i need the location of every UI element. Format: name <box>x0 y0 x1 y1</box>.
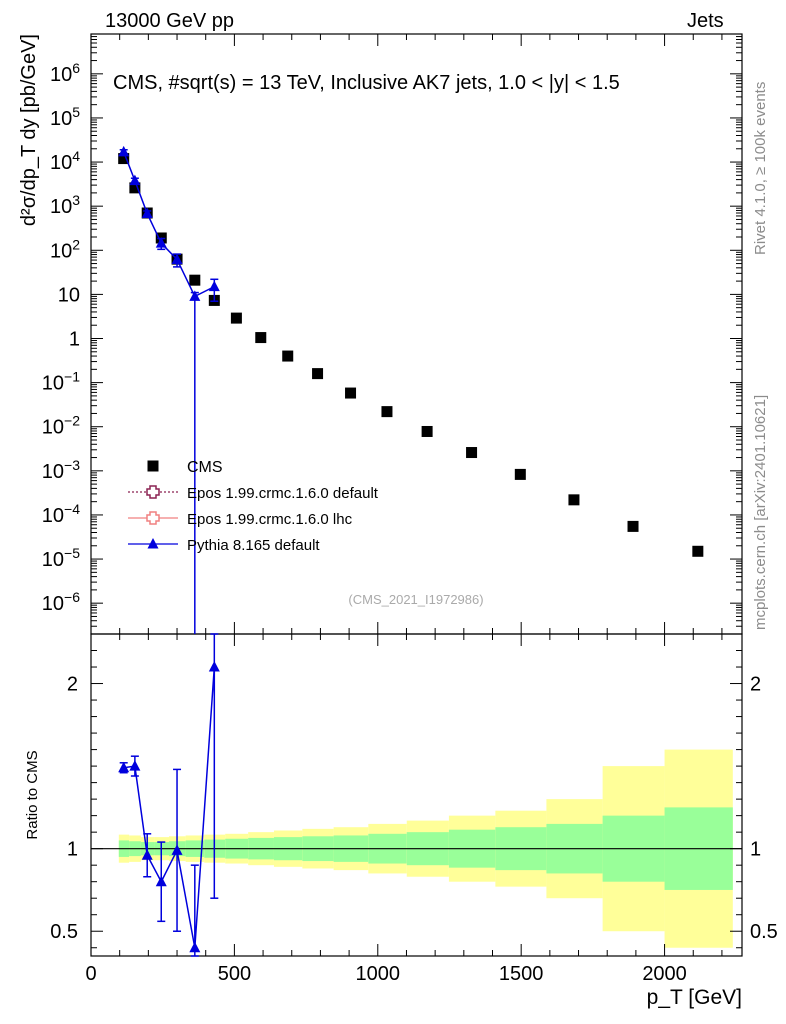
pythia-ratio-point <box>129 760 141 771</box>
pythia-ratio-point <box>141 849 153 860</box>
ratio-tick-label-left: 0.5 <box>50 921 78 943</box>
y-tick-label: 1 <box>69 329 80 351</box>
header-right: Jets <box>687 10 724 32</box>
y-tick-label: 10−2 <box>42 413 80 439</box>
x-axis-title: p_T [GeV] <box>647 986 742 1009</box>
pythia-ratio-point <box>118 761 130 773</box>
ratio-tick-label-right: 0.5 <box>750 921 778 943</box>
pythia-ratio-point <box>189 941 201 953</box>
pythia-point <box>208 280 220 292</box>
ratio-tick-label-left: 2 <box>67 674 78 696</box>
cms-point <box>466 447 478 459</box>
y-tick-label: 105 <box>50 104 80 130</box>
cms-point <box>129 182 141 194</box>
legend-marker-cms <box>147 460 159 472</box>
pythia-point <box>141 207 153 219</box>
ratio-frame <box>90 633 743 957</box>
cms-point <box>345 387 357 399</box>
cms-point <box>189 274 201 286</box>
cms-point <box>514 468 526 480</box>
legend-marker-epos <box>146 511 160 525</box>
ratio-tick-label-left: 1 <box>67 839 78 861</box>
cms-point <box>627 520 639 532</box>
pythia-ratio-line <box>123 666 216 948</box>
header-left: 13000 GeV pp <box>105 10 234 32</box>
y-tick-label: 10−4 <box>42 501 80 527</box>
y-axis-title: d²σ/dp_T dy [pb/GeV] <box>18 34 40 226</box>
pythia-point <box>118 145 130 157</box>
y-tick-label: 10−5 <box>42 545 80 571</box>
y-tick-label: 106 <box>50 60 80 86</box>
cms-point <box>282 350 294 362</box>
y-tick-label: 10−1 <box>42 369 80 395</box>
legend-marker-pythia <box>147 538 159 549</box>
pythia-line <box>122 151 215 298</box>
x-tick-label: 2000 <box>642 963 687 985</box>
x-tick-label: 0 <box>85 963 96 985</box>
pythia-point <box>129 174 141 186</box>
pythia-point <box>171 253 183 264</box>
cms-point <box>230 312 242 324</box>
y-tick-label: 10−6 <box>42 589 80 615</box>
pythia-point <box>189 290 201 301</box>
y-tick-label: 103 <box>50 192 80 218</box>
ratio-axis-title: Ratio to CMS <box>24 750 41 839</box>
x-tick-label: 500 <box>218 963 251 985</box>
legend-label: Pythia 8.165 default <box>187 537 320 554</box>
legend-label: Epos 1.99.crmc.1.6.0 default <box>187 485 379 502</box>
y-tick-label: 10−3 <box>42 457 80 483</box>
cms-point <box>255 332 267 344</box>
cms-point <box>381 406 393 418</box>
cms-point <box>568 494 580 506</box>
cms-point <box>118 153 130 165</box>
legend-label: CMS <box>187 459 223 476</box>
y-tick-label: 104 <box>50 148 80 174</box>
analysis-id: (CMS_2021_I1972986) <box>348 592 483 607</box>
cms-point <box>312 368 324 380</box>
y-tick-label: 10 <box>58 284 80 306</box>
y-tick-label: 102 <box>50 236 80 262</box>
cms-point <box>421 425 433 437</box>
legend-marker-epos <box>146 485 160 499</box>
legend-label: Epos 1.99.crmc.1.6.0 lhc <box>187 511 353 528</box>
chart-title: CMS, #sqrt(s) = 13 TeV, Inclusive AK7 je… <box>113 72 620 94</box>
x-tick-label: 1000 <box>356 963 401 985</box>
ratio-tick-label-right: 1 <box>750 839 761 861</box>
pythia-point <box>155 237 167 248</box>
pythia-ratio-point <box>155 875 167 887</box>
x-tick-label: 1500 <box>499 963 544 985</box>
ratio-tick-label-right: 2 <box>750 674 761 696</box>
cms-point <box>692 545 704 557</box>
pythia-ratio-point <box>208 661 220 672</box>
pythia-ratio-point <box>171 844 183 855</box>
